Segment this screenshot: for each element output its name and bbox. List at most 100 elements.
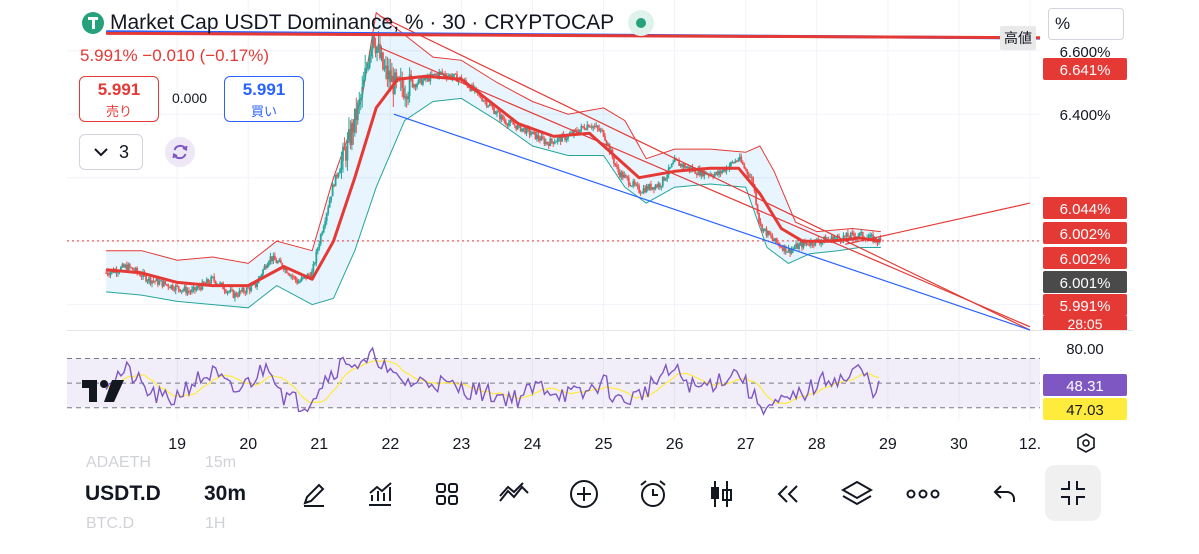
candle-body[interactable] [641, 192, 643, 194]
candle-body[interactable] [207, 279, 210, 283]
candle-body[interactable] [374, 45, 377, 54]
candle-body[interactable] [642, 188, 645, 193]
axis-settings-icon[interactable] [1077, 433, 1095, 453]
candle-body[interactable] [417, 79, 420, 85]
candle-body[interactable] [567, 135, 569, 139]
candle-body[interactable] [793, 247, 796, 249]
candle-body[interactable] [133, 270, 136, 272]
candle-body[interactable] [867, 237, 870, 239]
candle-body[interactable] [152, 280, 155, 282]
candle-body[interactable] [715, 172, 718, 175]
candle-body[interactable] [285, 267, 288, 273]
candle-body[interactable] [657, 183, 660, 188]
candle-body[interactable] [700, 168, 703, 176]
candle-body[interactable] [269, 256, 272, 262]
candle-body[interactable] [211, 276, 214, 278]
chart-type-button[interactable] [703, 476, 739, 512]
candle-body[interactable] [162, 281, 165, 287]
candle-body[interactable] [358, 99, 361, 104]
candle-body[interactable] [161, 280, 164, 287]
trendline-5[interactable] [106, 31, 1041, 40]
candle-body[interactable] [531, 131, 534, 135]
candle-body[interactable] [436, 74, 439, 77]
candle-body[interactable] [543, 138, 546, 145]
candle-body[interactable] [669, 167, 672, 169]
candle-body[interactable] [122, 264, 125, 268]
candle-body[interactable] [379, 43, 381, 59]
candle-body[interactable] [202, 281, 205, 284]
candle-body[interactable] [604, 136, 606, 141]
candle-body[interactable] [801, 242, 803, 248]
candle-body[interactable] [636, 184, 639, 186]
candle-body[interactable] [670, 164, 673, 168]
candle-body[interactable] [738, 156, 741, 160]
candle-body[interactable] [522, 127, 525, 129]
candle-body[interactable] [694, 168, 697, 175]
candle-body[interactable] [767, 230, 769, 236]
candle-body[interactable] [789, 248, 792, 254]
timeframe-selector[interactable]: 30m [204, 482, 247, 505]
candle-body[interactable] [395, 72, 398, 80]
candle-body[interactable] [308, 274, 310, 276]
candle-body[interactable] [420, 78, 423, 85]
candle-body[interactable] [155, 278, 158, 282]
candle-body[interactable] [248, 287, 251, 291]
candle-body[interactable] [238, 290, 241, 296]
candle-body[interactable] [658, 183, 661, 188]
candle-body[interactable] [852, 233, 855, 236]
candle-body[interactable] [342, 146, 344, 161]
candle-body[interactable] [208, 282, 211, 284]
candle-body[interactable] [185, 286, 187, 294]
candle-body[interactable] [490, 104, 492, 106]
more-button[interactable] [905, 476, 941, 512]
candle-body[interactable] [512, 121, 515, 125]
candle-body[interactable] [426, 76, 429, 80]
candle-body[interactable] [355, 108, 358, 121]
candle-body[interactable] [772, 239, 775, 242]
candle-body[interactable] [119, 267, 122, 272]
candle-body[interactable] [364, 68, 367, 80]
candle-body[interactable] [608, 143, 611, 152]
candle-body[interactable] [497, 111, 500, 113]
candle-body[interactable] [861, 231, 864, 238]
candle-body[interactable] [183, 286, 186, 290]
candle-body[interactable] [500, 115, 503, 120]
candle-body[interactable] [844, 235, 846, 237]
candle-body[interactable] [365, 67, 368, 69]
candle-body[interactable] [724, 169, 726, 172]
candle-body[interactable] [515, 125, 518, 130]
candle-body[interactable] [322, 226, 325, 233]
candle-body[interactable] [422, 80, 424, 85]
candle-body[interactable] [709, 174, 712, 176]
candle-body[interactable] [487, 105, 489, 107]
candle-body[interactable] [777, 242, 780, 245]
candle-body[interactable] [811, 241, 814, 245]
candle-body[interactable] [783, 245, 786, 251]
candle-body[interactable] [275, 260, 278, 264]
candle-body[interactable] [576, 130, 578, 133]
candle-body[interactable] [784, 245, 787, 253]
object-tree-button[interactable] [839, 476, 875, 512]
candle-body[interactable] [350, 123, 353, 146]
candle-body[interactable] [761, 224, 763, 232]
candle-body[interactable] [688, 166, 691, 171]
candle-body[interactable] [655, 185, 658, 188]
candle-body[interactable] [565, 138, 568, 141]
candle-body[interactable] [632, 181, 635, 186]
candle-body[interactable] [593, 126, 596, 128]
candle-body[interactable] [151, 280, 153, 284]
candle-body[interactable] [327, 207, 330, 214]
candle-body[interactable] [373, 35, 375, 46]
candle-body[interactable] [799, 242, 802, 245]
candle-body[interactable] [273, 255, 276, 261]
chart-title[interactable]: Market Cap USDT Dominance, % · 30 · CRYP… [82, 10, 655, 36]
candle-body[interactable] [130, 267, 133, 269]
candle-body[interactable] [807, 243, 809, 245]
candle-body[interactable] [140, 276, 143, 278]
candle-body[interactable] [260, 274, 263, 277]
candle-body[interactable] [731, 162, 734, 164]
candle-body[interactable] [192, 286, 195, 290]
candle-body[interactable] [164, 281, 167, 285]
candle-body[interactable] [167, 284, 170, 288]
candle-body[interactable] [225, 290, 227, 293]
